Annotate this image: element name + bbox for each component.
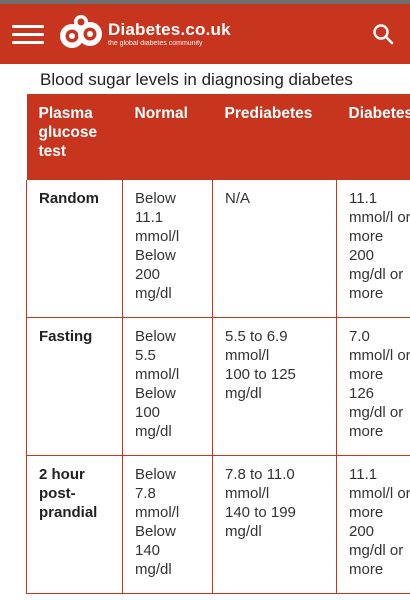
column-header-normal: Normal — [122, 94, 213, 180]
page-title: Blood sugar levels in diagnosing diabete… — [40, 70, 353, 89]
cell-diabetes: 11.1 mmol/l or more 200 mg/dl or more — [336, 180, 410, 318]
brand-name: Diabetes.co.uk — [108, 20, 231, 39]
status-bar — [0, 0, 410, 4]
cell-normal: Below 11.1 mmol/l Below 200 mg/dl — [122, 180, 213, 318]
cell-test: Fasting — [26, 317, 123, 456]
menu-icon[interactable] — [12, 23, 44, 45]
brand-tagline: the global diabetes community — [108, 40, 203, 47]
table-row: Fasting Below 5.5 mmol/l Below 100 mg/dl… — [26, 317, 410, 456]
cell-test: Random — [26, 180, 123, 318]
menu-bar — [12, 41, 44, 44]
logo-icon — [60, 15, 102, 48]
cell-test: 2 hour post- prandial — [26, 455, 123, 594]
cell-prediabetes: N/A — [212, 180, 337, 318]
table-row: 2 hour post- prandial Below 7.8 mmol/l B… — [26, 455, 410, 594]
menu-bar — [12, 25, 44, 28]
glucose-table: Plasma glucose test Normal Prediabetes D… — [26, 94, 410, 594]
menu-bar — [12, 33, 44, 36]
search-icon[interactable] — [372, 23, 394, 45]
cell-prediabetes: 7.8 to 11.0 mmol/l 140 to 199 mg/dl — [212, 455, 337, 594]
table-header-row: Plasma glucose test Normal Prediabetes D… — [26, 94, 410, 180]
column-header-prediabetes: Prediabetes — [212, 94, 337, 180]
column-header-diabetes: Diabetes — [336, 94, 410, 180]
cell-normal: Below 5.5 mmol/l Below 100 mg/dl — [122, 317, 213, 456]
cell-prediabetes: 5.5 to 6.9 mmol/l 100 to 125 mg/dl — [212, 317, 337, 456]
glucose-table-container[interactable]: Plasma glucose test Normal Prediabetes D… — [26, 94, 410, 600]
column-header-test: Plasma glucose test — [26, 94, 123, 180]
cell-normal: Below 7.8 mmol/l Below 140 mg/dl — [122, 455, 213, 594]
cell-diabetes: 11.1 mmol/l or more 200 mg/dl or more — [336, 455, 410, 594]
app-header: Diabetes.co.uk the global diabetes commu… — [0, 4, 410, 64]
site-logo[interactable]: Diabetes.co.uk the global diabetes commu… — [58, 14, 231, 54]
cell-diabetes: 7.0 mmol/l or more 126 mg/dl or more — [336, 317, 410, 456]
table-row: Random Below 11.1 mmol/l Below 200 mg/dl… — [26, 180, 410, 318]
